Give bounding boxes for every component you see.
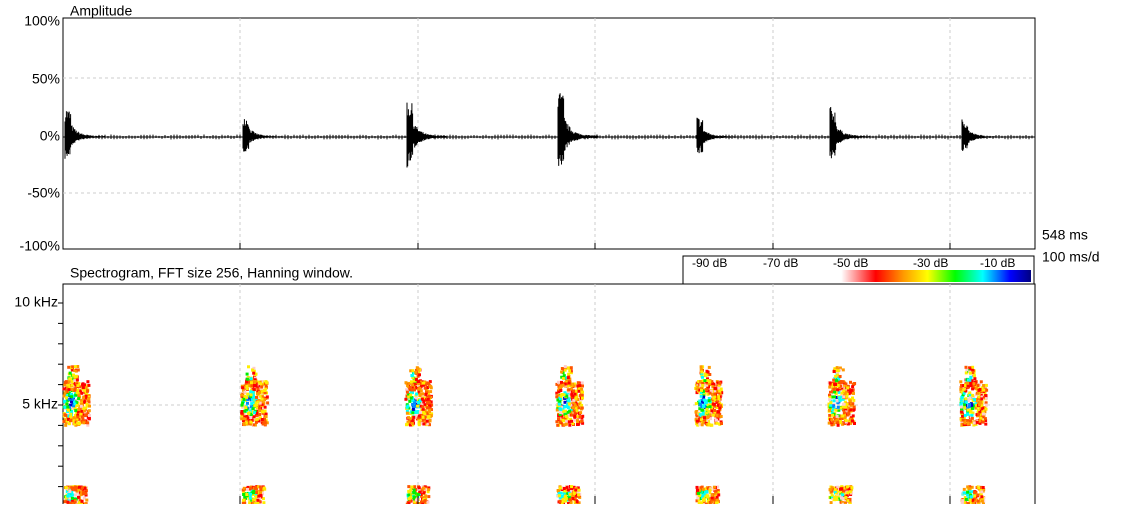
colorbar-label: -70 dB <box>763 256 798 270</box>
y-tick-label: 50% <box>32 71 60 87</box>
colorbar <box>686 270 1031 282</box>
colorbar-label: -10 dB <box>980 256 1015 270</box>
amplitude-title: Amplitude <box>70 3 132 19</box>
analyzer-window: Amplitude 100% 50% 0% -50% -100% 548 ms … <box>0 0 1129 504</box>
y-tick-label: 0% <box>40 128 60 144</box>
y-tick-label: 10 kHz <box>14 294 58 310</box>
spectrogram-title: Spectrogram, FFT size 256, Hanning windo… <box>70 265 353 281</box>
page: {"amplitude_view":{"title":"Amplitude","… <box>0 0 1129 504</box>
y-tick-label: -50% <box>27 185 60 201</box>
colorbar-label: -30 dB <box>913 256 948 270</box>
amplitude-frame <box>63 18 1035 249</box>
colorbar-label: -50 dB <box>833 256 868 270</box>
time-scale: 100 ms/d <box>1042 249 1100 265</box>
y-tick-label: -100% <box>20 238 60 254</box>
time-span: 548 ms <box>1042 227 1088 243</box>
y-tick-label: 100% <box>24 13 60 29</box>
spectrogram-frame <box>63 284 1035 504</box>
colorbar-label: -90 dB <box>692 256 727 270</box>
y-tick-label: 5 kHz <box>22 396 58 412</box>
